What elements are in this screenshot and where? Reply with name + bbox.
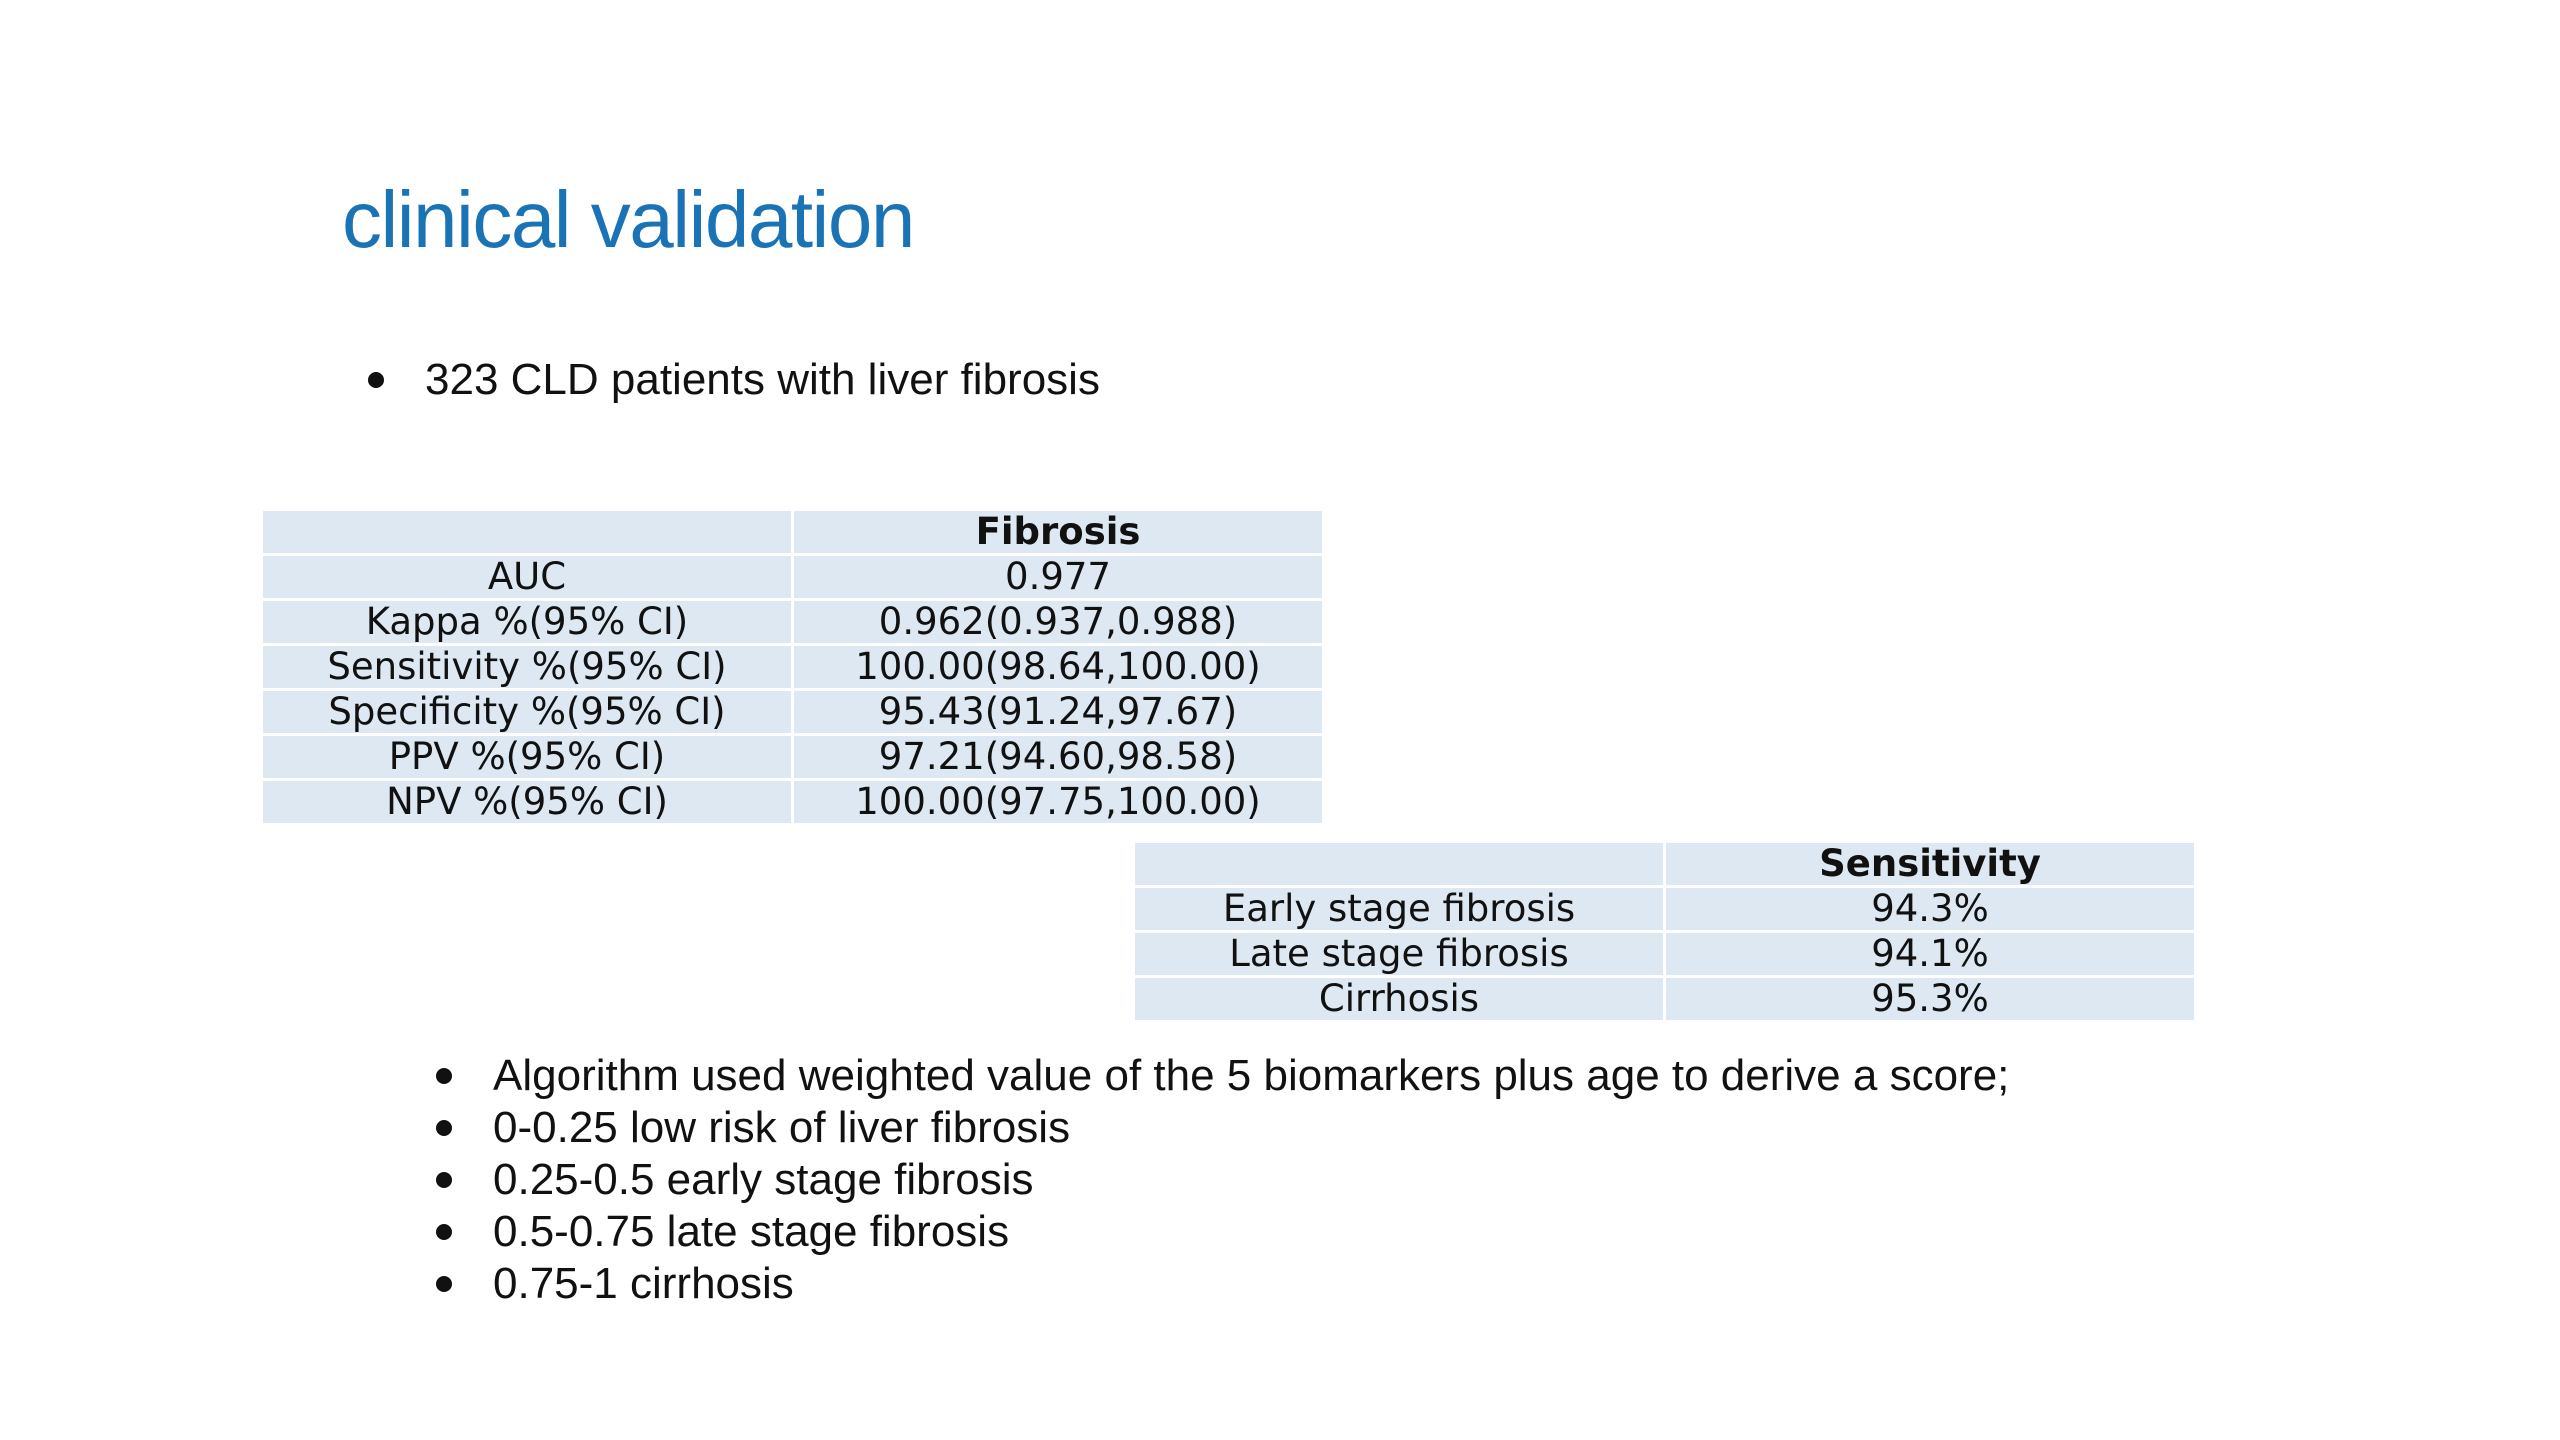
row-value-cell: 94.1% [1666,933,2194,975]
row-value-cell: 0.962(0.937,0.988) [794,601,1322,643]
table-header-row: Sensitivity [1135,843,2194,885]
bullet-text: 0-0.25 low risk of liver fibrosis [493,1103,1071,1152]
table-row: NPV %(95% CI) 100.00(97.75,100.00) [263,781,1322,823]
bullet-dot-icon [436,1120,452,1136]
bullet-text: 323 CLD patients with liver fibrosis [425,355,1100,404]
table-row: Sensitivity %(95% CI) 100.00(98.64,100.0… [263,646,1322,688]
table-header-cell [1135,843,1663,885]
fibrosis-table: Fibrosis AUC 0.977 Kappa %(95% CI) 0.962… [260,508,1325,826]
table-header-row: Fibrosis [263,511,1322,553]
table-header-cell: Sensitivity [1666,843,2194,885]
row-value-cell: 97.21(94.60,98.58) [794,736,1322,778]
row-label-cell: NPV %(95% CI) [263,781,791,823]
bullet-item: 0.5-0.75 late stage fibrosis [436,1206,2009,1258]
row-label-cell: Late stage fibrosis [1135,933,1663,975]
row-value-cell: 100.00(98.64,100.00) [794,646,1322,688]
bullet-item: 0.25-0.5 early stage fibrosis [436,1154,2009,1206]
slide-title: clinical validation [342,175,915,264]
table-row: AUC 0.977 [263,556,1322,598]
table-row: Cirrhosis 95.3% [1135,978,2194,1020]
bullet-item: Algorithm used weighted value of the 5 b… [436,1050,2009,1102]
sensitivity-table: Sensitivity Early stage fibrosis 94.3% L… [1132,840,2197,1023]
table-row: Early stage fibrosis 94.3% [1135,888,2194,930]
bullet-dot-icon [368,372,384,388]
row-label-cell: PPV %(95% CI) [263,736,791,778]
bullet-text: 0.75-1 cirrhosis [493,1259,794,1308]
top-bullet-list: 323 CLD patients with liver fibrosis [368,350,1100,410]
table-row: Late stage fibrosis 94.1% [1135,933,2194,975]
row-label-cell: Kappa %(95% CI) [263,601,791,643]
bullet-item: 323 CLD patients with liver fibrosis [368,350,1100,410]
bullet-text: Algorithm used weighted value of the 5 b… [493,1051,2010,1100]
bullet-dot-icon [436,1172,452,1188]
bottom-bullet-list: Algorithm used weighted value of the 5 b… [436,1050,2009,1310]
bullet-text: 0.5-0.75 late stage fibrosis [493,1207,1010,1256]
row-label-cell: Early stage fibrosis [1135,888,1663,930]
row-label-cell: AUC [263,556,791,598]
table-header-cell: Fibrosis [794,511,1322,553]
row-label-cell: Specificity %(95% CI) [263,691,791,733]
row-value-cell: 95.43(91.24,97.67) [794,691,1322,733]
bullet-dot-icon [436,1276,452,1292]
bullet-item: 0.75-1 cirrhosis [436,1258,2009,1310]
table-row: Specificity %(95% CI) 95.43(91.24,97.67) [263,691,1322,733]
bullet-text: 0.25-0.5 early stage fibrosis [493,1155,1034,1204]
row-value-cell: 94.3% [1666,888,2194,930]
bullet-dot-icon [436,1068,452,1084]
table-row: Kappa %(95% CI) 0.962(0.937,0.988) [263,601,1322,643]
row-label-cell: Cirrhosis [1135,978,1663,1020]
bullet-item: 0-0.25 low risk of liver fibrosis [436,1102,2009,1154]
row-label-cell: Sensitivity %(95% CI) [263,646,791,688]
bullet-dot-icon [436,1224,452,1240]
row-value-cell: 100.00(97.75,100.00) [794,781,1322,823]
table-header-cell [263,511,791,553]
table-row: PPV %(95% CI) 97.21(94.60,98.58) [263,736,1322,778]
row-value-cell: 0.977 [794,556,1322,598]
row-value-cell: 95.3% [1666,978,2194,1020]
